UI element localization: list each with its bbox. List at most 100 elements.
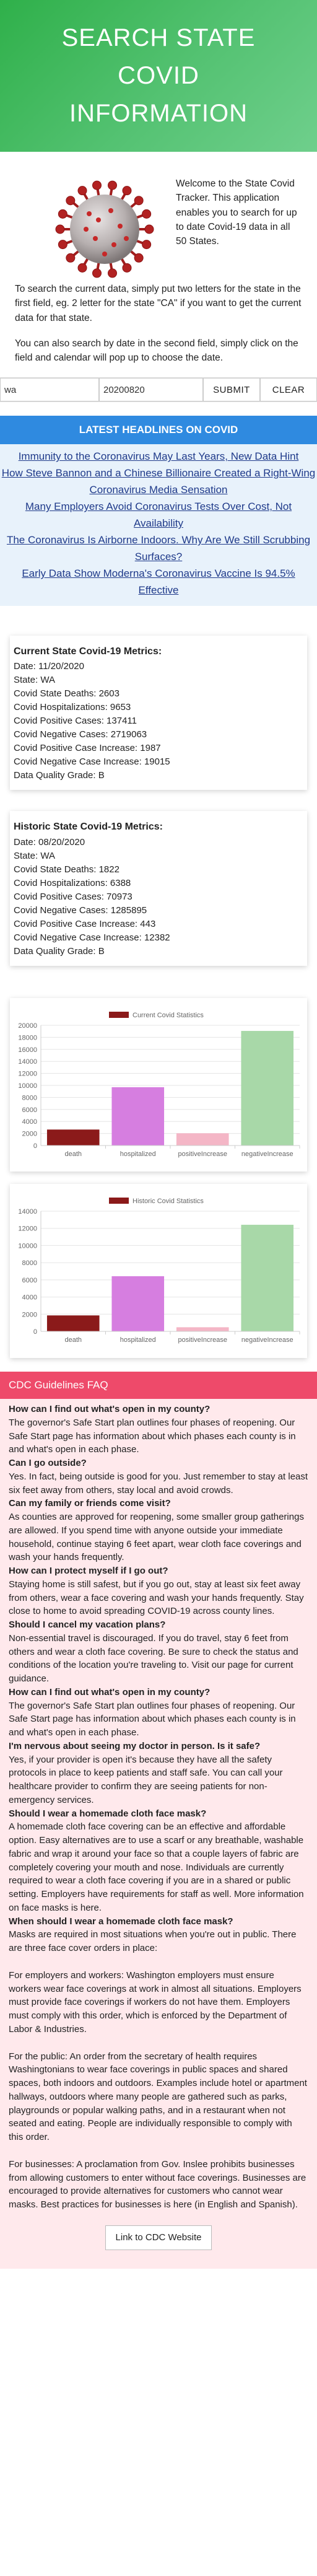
faq-question: Should I wear a homemade cloth face mask… xyxy=(9,1808,207,1819)
x-tick-label: negativeIncrease xyxy=(241,1336,293,1344)
y-tick-label: 4000 xyxy=(22,1118,37,1126)
faq-answer: Non-essential travel is discouraged. If … xyxy=(9,1632,298,1684)
headline-link[interactable]: How Steve Bannon and a Chinese Billionai… xyxy=(1,467,316,496)
x-tick-label: death xyxy=(64,1336,82,1344)
faq-title: CDC Guidelines FAQ xyxy=(0,1372,317,1400)
headline-link[interactable]: The Coronavirus Is Airborne Indoors. Why… xyxy=(6,534,311,563)
faq-answer: The governor's Safe Start plan outlines … xyxy=(9,1700,296,1738)
y-tick-label: 2000 xyxy=(22,1312,37,1319)
metric-row: Covid Positive Cases: 70973 xyxy=(14,891,132,902)
current-metrics-title: Current State Covid-19 Metrics: xyxy=(14,646,162,657)
faq-question: How can I protect myself if I go out? xyxy=(9,1566,168,1577)
metric-row: Data Quality Grade: B xyxy=(14,945,105,957)
bar xyxy=(176,1132,229,1146)
submit-button[interactable]: SUBMIT xyxy=(203,378,260,402)
metric-row: Covid Positive Case Increase: 1987 xyxy=(14,743,161,754)
clear-button[interactable]: CLEAR xyxy=(260,378,317,402)
bar xyxy=(46,1129,100,1146)
current-metrics-card: Current State Covid-19 Metrics: Date: 11… xyxy=(10,636,307,791)
list-item: Many Employers Avoid Coronavirus Tests O… xyxy=(1,498,316,532)
y-tick-label: 6000 xyxy=(22,1277,37,1284)
faq-question: How can I find out what's open in my cou… xyxy=(9,1404,211,1415)
page-header: SEARCH STATE COVID INFORMATION xyxy=(0,0,317,152)
intro-section: Welcome to the State Covid Tracker. This… xyxy=(0,152,317,365)
bar xyxy=(111,1276,165,1332)
metric-row: Date: 08/20/2020 xyxy=(14,836,85,848)
x-tick-label: positiveIncrease xyxy=(178,1150,228,1158)
legend-label: Current Covid Statistics xyxy=(132,1012,204,1019)
faq-body: How can I find out what's open in my cou… xyxy=(0,1399,317,2250)
current-stats-chart: Current Covid Statistics 0 2000 4000 6000 800… xyxy=(18,1011,300,1158)
bar xyxy=(46,1315,100,1332)
faq-answer: As counties are approved for reopening, … xyxy=(9,1512,304,1563)
faq-answer: Masks are required in most situations wh… xyxy=(9,1929,297,1954)
title-line: COVID xyxy=(118,62,199,89)
faq-paragraph: For employers and workers: Washington em… xyxy=(9,1969,302,2035)
list-item: Immunity to the Coronavirus May Last Yea… xyxy=(1,448,316,465)
historic-metrics-title: Historic State Covid-19 Metrics: xyxy=(14,821,163,833)
headline-link[interactable]: Immunity to the Coronavirus May Last Yea… xyxy=(18,450,299,463)
x-tick-label: positiveIncrease xyxy=(178,1336,228,1344)
legend-label: Historic Covid Statistics xyxy=(132,1198,204,1205)
faq-paragraph: For businesses: A proclamation from Gov.… xyxy=(9,2158,306,2210)
title-line: INFORMATION xyxy=(69,100,248,127)
current-stats-chart-card: Current Covid Statistics 0 2000 4000 6000 800… xyxy=(10,997,307,1172)
y-tick-label: 10000 xyxy=(18,1243,37,1250)
metric-row: State: WA xyxy=(14,675,55,686)
list-item: How Steve Bannon and a Chinese Billionai… xyxy=(1,465,316,498)
metric-row: Date: 11/20/2020 xyxy=(14,661,84,672)
faq-question: Can my family or friends come visit? xyxy=(9,1498,171,1509)
faq-paragraph: For the public: An order from the secret… xyxy=(9,2051,307,2143)
metric-row: State: WA xyxy=(14,850,55,861)
bar xyxy=(241,1030,294,1146)
faq-question: Can I go outside? xyxy=(9,1458,87,1469)
page-title: SEARCH STATE COVID INFORMATION xyxy=(62,19,256,133)
faq-question: How can I find out what's open in my cou… xyxy=(9,1686,211,1698)
y-tick-label: 20000 xyxy=(18,1022,37,1030)
headlines-title: LATEST HEADLINES ON COVID xyxy=(0,416,317,445)
x-tick-label: hospitalized xyxy=(120,1150,156,1158)
headlines-list: Immunity to the Coronavirus May Last Yea… xyxy=(0,444,317,606)
headline-link[interactable]: Many Employers Avoid Coronavirus Tests O… xyxy=(25,501,292,530)
coronavirus-image xyxy=(52,177,157,282)
faq-answer: Yes, if your provider is open it's becau… xyxy=(9,1754,283,1805)
intro-paragraph-3: You can also search by date in the secon… xyxy=(15,338,298,363)
y-tick-label: 2000 xyxy=(22,1130,37,1137)
y-tick-label: 14000 xyxy=(18,1208,37,1216)
y-tick-label: 8000 xyxy=(22,1260,37,1268)
date-input[interactable] xyxy=(99,378,203,402)
legend-swatch xyxy=(109,1198,129,1204)
historic-metrics-card: Historic State Covid-19 Metrics: Date: 0… xyxy=(10,811,307,966)
y-tick-label: 10000 xyxy=(18,1082,37,1090)
x-tick-label: negativeIncrease xyxy=(241,1150,293,1158)
y-tick-label: 12000 xyxy=(18,1070,37,1077)
intro-paragraph-1: Welcome to the State Covid Tracker. This… xyxy=(176,178,297,247)
intro-paragraph-2: To search the current data, simply put t… xyxy=(15,284,302,323)
bar xyxy=(111,1087,165,1146)
bar xyxy=(176,1327,229,1332)
y-tick-label: 8000 xyxy=(22,1094,37,1102)
faq-answer: Yes. In fact, being outside is good for … xyxy=(9,1471,308,1496)
metric-row: Covid Hospitalizations: 6388 xyxy=(14,877,131,888)
faq-question: When should I wear a homemade cloth face… xyxy=(9,1916,233,1927)
faq-section: CDC Guidelines FAQ How can I find out wh… xyxy=(0,1372,317,2269)
headline-link[interactable]: Early Data Show Moderna's Coronavirus Va… xyxy=(22,567,295,597)
state-input[interactable] xyxy=(0,378,99,402)
faq-answer: The governor's Safe Start plan outlines … xyxy=(9,1417,296,1455)
list-item: Early Data Show Moderna's Coronavirus Va… xyxy=(1,565,316,598)
cdc-website-button[interactable]: Link to CDC Website xyxy=(105,2225,212,2250)
y-tick-label: 14000 xyxy=(18,1058,37,1066)
faq-answer: Staying home is still safest, but if you… xyxy=(9,1579,304,1617)
metric-row: Covid State Deaths: 1822 xyxy=(14,864,119,875)
list-item: The Coronavirus Is Airborne Indoors. Why… xyxy=(1,532,316,565)
faq-question: I'm nervous about seeing my doctor in pe… xyxy=(9,1740,261,1751)
y-tick-label: 12000 xyxy=(18,1225,37,1233)
metric-row: Covid State Deaths: 2603 xyxy=(14,688,119,699)
faq-question: Should I cancel my vacation plans? xyxy=(9,1619,166,1631)
historic-stats-chart: Historic Covid Statistics 0 2000 4000 6000 80… xyxy=(18,1198,300,1344)
title-line: SEARCH STATE xyxy=(61,24,256,51)
y-tick-label: 0 xyxy=(33,1328,37,1336)
y-tick-label: 18000 xyxy=(18,1034,37,1041)
x-tick-label: death xyxy=(64,1150,82,1158)
metric-row: Covid Negative Cases: 1285895 xyxy=(14,905,147,916)
